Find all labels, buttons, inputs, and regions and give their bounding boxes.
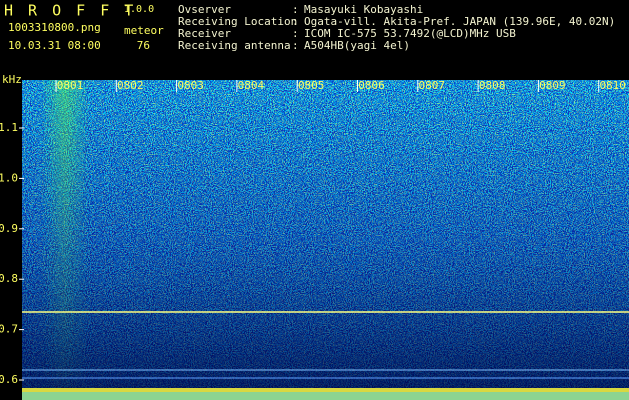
y-tick-label: 0.9: [0, 222, 18, 235]
info-separator: :: [292, 15, 299, 28]
x-tick-label: 0808: [479, 79, 506, 92]
y-tick-label: 0.7: [0, 323, 18, 336]
x-tick-label: 0809: [539, 79, 566, 92]
info-label: Receiving Location: [178, 15, 297, 28]
x-tick-label: 0807: [419, 79, 446, 92]
x-tick-label: 0801: [57, 79, 84, 92]
info-value: Ogata-vill. Akita-Pref. JAPAN (139.96E, …: [304, 15, 615, 28]
x-tick-label: 0810: [599, 79, 626, 92]
y-tick-label: 1.0: [0, 171, 18, 184]
app-name: H R O F F T: [4, 2, 136, 20]
info-separator: :: [292, 39, 299, 52]
version: 1.0.0: [124, 4, 154, 15]
info-value: Masayuki Kobayashi: [304, 3, 423, 16]
info-separator: :: [292, 3, 299, 16]
y-tick-label: 0.6: [0, 373, 18, 386]
bottom-strip: [22, 392, 629, 400]
x-tick-label: 0802: [117, 79, 144, 92]
info-label: Receiver: [178, 27, 231, 40]
x-tick-label: 0806: [358, 79, 385, 92]
timestamp: 10.03.31 08:00: [8, 39, 101, 52]
meteor-echo-band: [40, 80, 90, 400]
info-label: Receiving antenna: [178, 39, 291, 52]
x-tick-label: 0803: [177, 79, 204, 92]
file-name: 1003310800.png: [8, 21, 101, 34]
y-tick-label: 1.1: [0, 121, 18, 134]
y-tick-label: 0.8: [0, 272, 18, 285]
detection-label: meteor: [124, 24, 164, 37]
info-label: Ovserver: [178, 3, 231, 16]
y-unit: kHz: [2, 73, 22, 86]
x-tick-label: 0805: [298, 79, 325, 92]
info-value: A504HB(yagi 4el): [304, 39, 410, 52]
info-separator: :: [292, 27, 299, 40]
count: 76: [137, 39, 150, 52]
spectrogram-noise: [22, 80, 629, 400]
info-value: ICOM IC-575 53.7492(@LCD)MHz USB: [304, 27, 516, 40]
x-tick-label: 0804: [238, 79, 265, 92]
